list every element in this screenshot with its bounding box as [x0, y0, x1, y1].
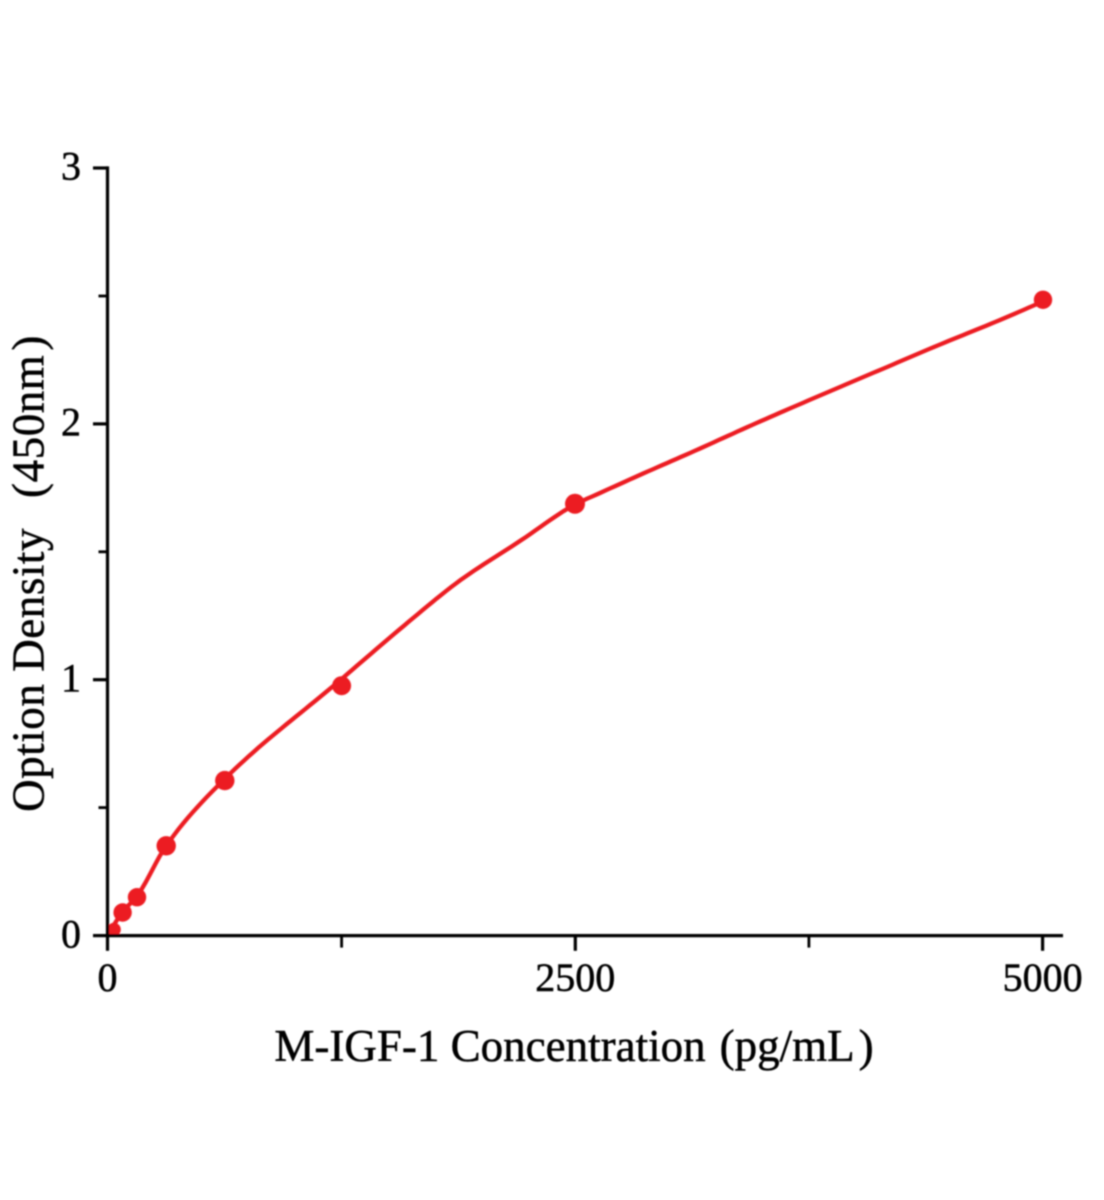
svg-text:5000: 5000: [1003, 955, 1083, 1000]
svg-text:0: 0: [61, 911, 81, 956]
svg-text:0: 0: [98, 955, 118, 1000]
svg-text:M-IGF-1 Concentration(pg/mL): M-IGF-1 Concentration (pg/mL): [274, 1021, 873, 1071]
svg-text:2500: 2500: [535, 955, 615, 1000]
svg-text:3: 3: [61, 144, 81, 189]
svg-text:Option Density(450nm): Option Density(450nm): [4, 335, 54, 812]
svg-text:1: 1: [61, 655, 81, 700]
svg-text:2: 2: [61, 400, 81, 445]
